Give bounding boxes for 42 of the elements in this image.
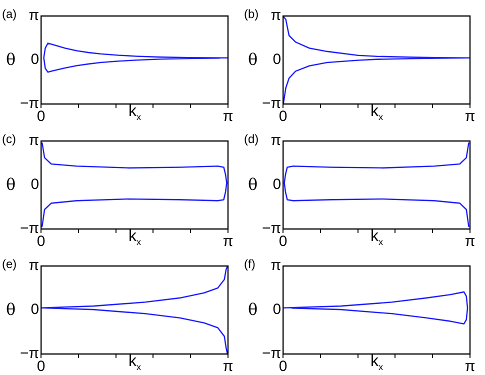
- y-tick-label: −π: [262, 345, 282, 362]
- y-tick-label: π: [28, 257, 40, 274]
- chart-title: (c): [2, 132, 16, 146]
- chart-title: (e): [2, 257, 17, 271]
- y-tick-label: −π: [262, 220, 282, 238]
- y-tick-label: π: [28, 7, 40, 24]
- y-axis-title: θ: [248, 50, 258, 69]
- x-axis-title: k$_{x}$: [370, 353, 384, 372]
- y-tick-label: 0: [272, 301, 282, 318]
- y-tick-label: 0: [30, 51, 40, 68]
- y-axis-title: θ: [6, 300, 16, 319]
- y-tick-label: −π: [20, 95, 40, 112]
- chart-title: (f): [244, 257, 256, 271]
- y-axis-title: θ: [6, 175, 16, 194]
- y-tick-label: 0: [272, 51, 282, 68]
- chart-title: (b): [244, 7, 259, 21]
- x-axis-title: k$_{x}$: [370, 228, 384, 248]
- y-axis-title: θ: [6, 50, 16, 69]
- y-tick-label: π: [28, 132, 40, 150]
- y-tick-label: −π: [262, 95, 282, 112]
- x-tick-label: π: [222, 233, 234, 250]
- y-tick-label: 0: [30, 176, 40, 194]
- x-tick-label: π: [222, 358, 234, 375]
- y-axis-title: θ: [248, 300, 258, 319]
- y-tick-label: π: [270, 7, 282, 24]
- y-tick-label: 0: [272, 176, 282, 194]
- y-tick-label: −π: [20, 220, 40, 238]
- chart-title: (a): [2, 7, 17, 21]
- x-tick-label: π: [464, 233, 476, 250]
- y-tick-label: π: [270, 132, 282, 150]
- y-axis-title: θ: [248, 175, 258, 194]
- x-tick-label: π: [464, 358, 476, 375]
- x-axis-title: k$_{x}$: [128, 103, 142, 122]
- y-tick-label: −π: [20, 345, 40, 362]
- x-axis-title: k$_{x}$: [128, 353, 142, 372]
- y-tick-label: 0: [30, 301, 40, 318]
- x-axis-title: k$_{x}$: [128, 228, 142, 248]
- chart-title: (d): [244, 132, 259, 146]
- x-axis-title: k$_{x}$: [370, 103, 384, 122]
- x-tick-label: π: [464, 108, 476, 126]
- x-tick-label: π: [222, 108, 234, 126]
- y-tick-label: π: [270, 257, 282, 274]
